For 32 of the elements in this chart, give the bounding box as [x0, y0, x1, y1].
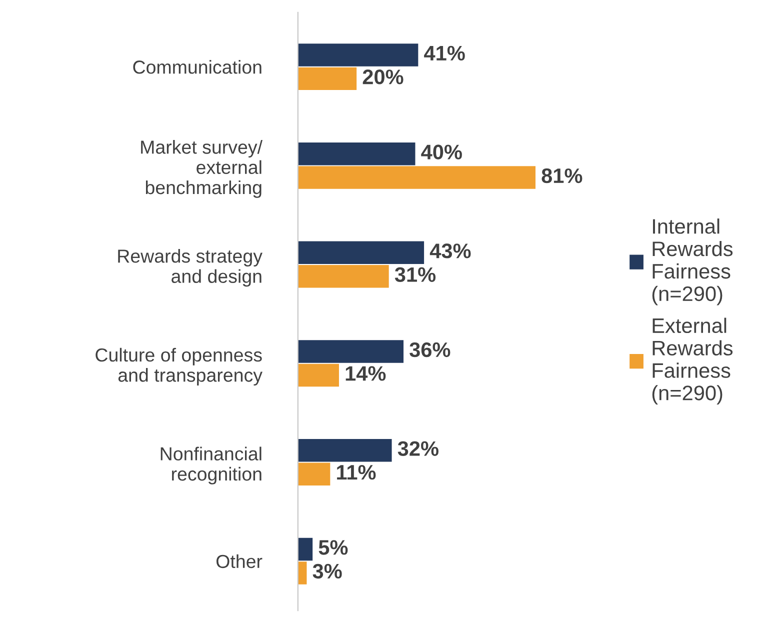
y-tick-label: Market survey/ external benchmarking: [141, 140, 263, 198]
data-label: 5%: [318, 540, 348, 555]
bar: [298, 364, 339, 387]
data-label: 41%: [424, 46, 465, 61]
bar: [298, 439, 392, 462]
bar: [298, 166, 536, 189]
y-tick-label: Rewards strategy and design: [118, 249, 262, 287]
bar: [298, 562, 307, 584]
data-label: 32%: [398, 441, 438, 456]
bar: [298, 265, 389, 288]
y-tick-label: Nonfinancial recognition: [160, 446, 262, 484]
data-label: 14%: [346, 366, 386, 381]
y-tick-label: Communication: [133, 60, 262, 74]
data-label: 36%: [410, 342, 450, 358]
legend-label: Internal Rewards Fairness (n=290): [652, 218, 733, 306]
data-label: 81%: [542, 168, 582, 184]
bar: [298, 241, 424, 264]
bar: [298, 142, 416, 166]
bar: [298, 462, 330, 486]
bar: [298, 538, 313, 561]
legend-label: External Rewards Fairness (n=290): [652, 318, 733, 404]
y-tick-label: Culture of openness and transparency: [96, 348, 262, 386]
bar: [298, 67, 357, 90]
data-label: 3%: [312, 564, 342, 579]
data-label: 43%: [430, 244, 471, 258]
bar: [298, 340, 404, 363]
data-label: 40%: [421, 144, 462, 160]
data-label: 31%: [394, 267, 436, 282]
y-tick-label: Other: [216, 554, 262, 568]
bar: [298, 44, 418, 66]
data-label: 20%: [362, 70, 404, 84]
data-label: 11%: [337, 465, 376, 480]
